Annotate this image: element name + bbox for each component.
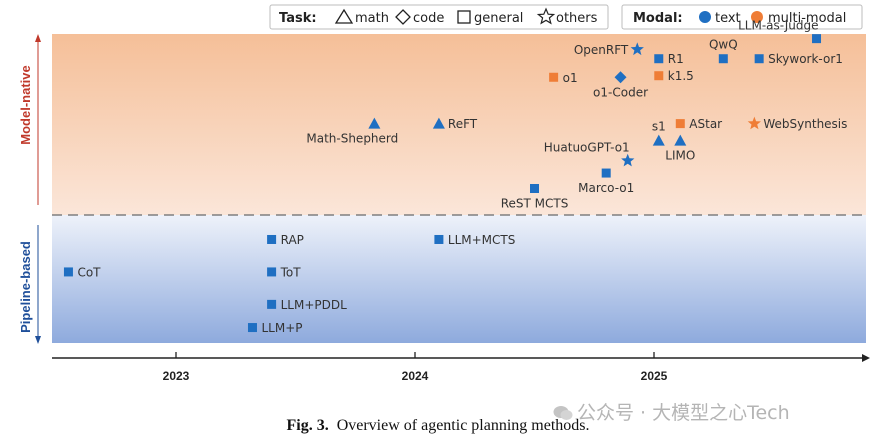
legend-text: text — [715, 11, 741, 26]
label-cot: CoT — [77, 265, 101, 279]
point-openrft — [630, 42, 644, 56]
caption-prefix: Fig. 3. — [286, 417, 329, 434]
y-axis-bottom-arrowhead — [35, 336, 41, 344]
label-skywork-or1: Skywork-or1 — [768, 52, 843, 66]
label-llm-mcts: LLM+MCTS — [448, 233, 515, 247]
point-s1 — [652, 134, 665, 146]
watermark: 公众号 · 大模型之心Tech — [553, 398, 790, 425]
label-tot: ToT — [280, 265, 302, 279]
label-limo: LIMO — [665, 149, 695, 163]
point-llm-mcts — [434, 234, 444, 244]
label-llm-p: LLM+P — [261, 321, 302, 335]
wechat-icon — [553, 406, 573, 420]
point-r1 — [654, 54, 664, 64]
point-k1-5 — [654, 71, 664, 81]
legend-multi-modal: multi-modal — [768, 11, 846, 26]
label-marco-o1: Marco-o1 — [578, 181, 634, 195]
y-axis-bottom-label: Pipeline-based — [18, 241, 33, 333]
label-o1-coder: o1-Coder — [593, 85, 648, 99]
point-llm-pddl — [267, 299, 277, 309]
label-s1: s1 — [652, 120, 666, 134]
y-axis-top-label: Model-native — [18, 65, 33, 144]
label-qwq: QwQ — [709, 38, 738, 52]
task-legend-title: Task: — [279, 11, 317, 26]
modal-legend-title: Modal: — [633, 11, 683, 26]
modal-legend: Modal: text multi-modal — [621, 4, 863, 30]
data-points: CoT RAP ToT LLM+PDDL LLM+P LLM+MCTS Math-Sheph… — [63, 19, 847, 335]
point-skywork-or1 — [754, 54, 764, 64]
diamond-icon — [395, 9, 411, 25]
point-llm-as-judge — [812, 34, 822, 44]
point-qwq — [718, 54, 728, 64]
label-r1: R1 — [668, 52, 684, 66]
point-tot — [267, 267, 277, 277]
label-astar: AStar — [689, 117, 722, 131]
x-tick-label-2024: 2024 — [402, 369, 429, 383]
label-k1-5: k1.5 — [668, 69, 694, 83]
point-limo — [674, 134, 687, 146]
point-huatuogpt-o1 — [621, 153, 635, 167]
figure-caption: Fig. 3. Overview of agentic planning met… — [0, 417, 876, 435]
legend-math: math — [355, 11, 389, 26]
label-llm-pddl: LLM+PDDL — [281, 298, 347, 312]
legend-general: general — [474, 11, 523, 26]
legend-code: code — [413, 11, 444, 26]
x-tick-label-2023: 2023 — [163, 369, 190, 383]
label-huatuogpt-o1: HuatuoGPT-o1 — [544, 141, 630, 155]
x-ticks: 2023 2024 2025 — [163, 352, 668, 383]
caption-text: Overview of agentic planning methods. — [336, 417, 590, 434]
model-native-band — [52, 34, 866, 215]
point-reft — [432, 117, 445, 129]
text-modal-dot — [699, 11, 711, 23]
x-axis-arrow — [862, 354, 870, 362]
label-math-shepherd: Math-Shepherd — [306, 132, 398, 146]
label-rap: RAP — [281, 233, 304, 247]
star-icon — [536, 7, 556, 25]
multi-modal-dot — [751, 11, 763, 23]
point-llm-p — [247, 323, 257, 333]
square-icon — [457, 10, 471, 24]
label-o1: o1 — [563, 71, 578, 85]
label-openrft: OpenRFT — [574, 43, 629, 57]
point-math-shepherd — [368, 117, 381, 129]
point-rest-mcts — [530, 184, 539, 193]
x-tick-label-2025: 2025 — [641, 369, 668, 383]
legend-others: others — [556, 11, 598, 26]
point-astar — [675, 119, 685, 129]
label-llm-as-judge: LLM-as-Judge — [738, 19, 818, 33]
point-websynthesis — [747, 116, 761, 130]
point-cot — [63, 267, 73, 277]
pipeline-based-band — [52, 215, 866, 343]
y-axis-top-arrowhead — [35, 34, 41, 42]
task-legend: Task: math code general others — [269, 4, 609, 30]
point-rap — [267, 234, 277, 244]
point-marco-o1 — [601, 168, 611, 178]
point-o1-coder — [614, 71, 627, 84]
label-rest-mcts: ReST MCTS — [501, 197, 569, 211]
label-websynthesis: WebSynthesis — [763, 117, 847, 131]
label-reft: ReFT — [448, 117, 478, 131]
point-o1 — [549, 72, 559, 82]
watermark-text: 公众号 · 大模型之心Tech — [577, 402, 790, 424]
triangle-icon — [334, 8, 354, 24]
